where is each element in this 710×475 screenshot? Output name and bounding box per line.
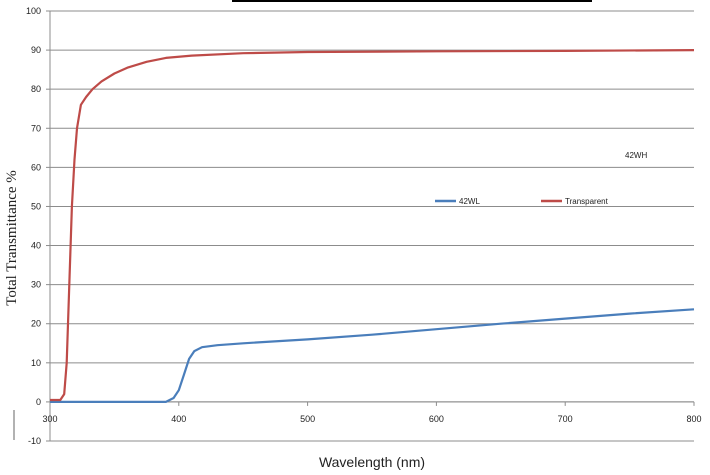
gridlines: [50, 10, 694, 442]
legend-label: 42WL: [459, 197, 480, 206]
legend-label: Transparent: [565, 197, 609, 206]
annotation-42wh: 42WH: [625, 151, 647, 160]
y-tick-label: 80: [31, 84, 41, 94]
y-tick-label: 70: [31, 123, 41, 133]
y-tick-label: 60: [31, 162, 41, 172]
series-lines: [50, 49, 695, 403]
axes: [46, 10, 695, 442]
x-axis-label: Wavelength (nm): [319, 454, 425, 470]
y-tick-labels: -10 0 10 20 30 40 50 60 70 80 90 100: [26, 6, 41, 446]
x-tick-label: 500: [300, 414, 315, 424]
y-tick-label: 90: [31, 45, 41, 55]
x-tick-label: 800: [686, 414, 701, 424]
series-line-42wl: [50, 308, 695, 403]
x-tick-label: 700: [558, 414, 573, 424]
y-tick-label: 40: [31, 241, 41, 251]
x-tick-labels: 300 400 500 600 700 800: [42, 414, 701, 424]
y-axis-label: Total Transmittance %: [4, 170, 20, 306]
y-tick-label: 10: [31, 358, 41, 368]
y-tick-label: 30: [31, 280, 41, 290]
x-tick-label: 400: [171, 414, 186, 424]
x-tick-label: 600: [429, 414, 444, 424]
y-tick-label: 100: [26, 6, 41, 16]
title-bar: [232, 0, 592, 2]
y-tick-label: 50: [31, 201, 41, 211]
legend: 42WL Transparent: [435, 197, 609, 206]
series-line-transparent: [50, 49, 695, 402]
y-tick-label: 20: [31, 319, 41, 329]
x-tick-label: 300: [42, 414, 57, 424]
y-tick-label: -10: [28, 436, 41, 446]
y-tick-label: 0: [36, 397, 41, 407]
